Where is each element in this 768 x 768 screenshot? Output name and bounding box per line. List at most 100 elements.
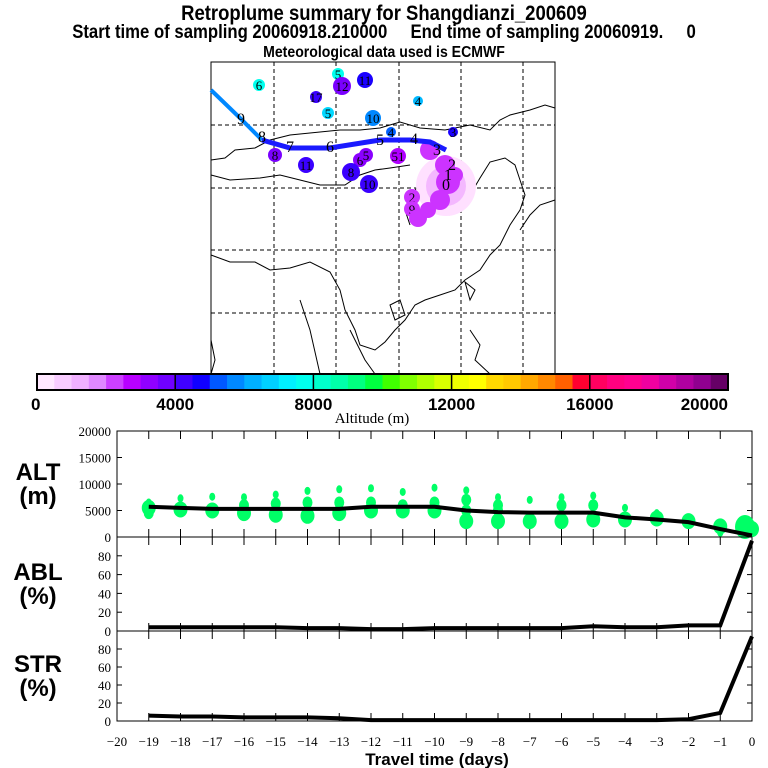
altitude-point xyxy=(526,495,533,504)
colorbar-swatch xyxy=(88,374,107,390)
trajectory-day-label: 4 xyxy=(410,131,418,148)
cluster-label: 6 xyxy=(357,153,364,168)
x-tick-label: −16 xyxy=(234,734,255,749)
altitude-point xyxy=(368,484,374,493)
y-tick-label: 80 xyxy=(98,642,111,657)
x-tick-label: −12 xyxy=(361,734,381,749)
cluster-dot xyxy=(342,163,360,181)
trajectory-day-label: 9 xyxy=(237,111,245,128)
x-tick-label: −14 xyxy=(297,734,318,749)
x-tick-label: 0 xyxy=(749,734,756,749)
altitude-point xyxy=(143,507,154,520)
colorbar-swatch xyxy=(434,374,453,390)
panel-ylabel: (m) xyxy=(19,483,56,510)
colorbar-swatch xyxy=(382,374,401,390)
altitude-point xyxy=(493,499,503,512)
y-tick-label: 40 xyxy=(98,586,111,601)
abl-line xyxy=(148,540,754,632)
x-tick-label: −2 xyxy=(682,734,696,749)
cluster-label: 8 xyxy=(348,165,355,180)
colorbar-tick-label: 4000 xyxy=(156,395,194,414)
panel-frame xyxy=(116,536,753,632)
panel-ylabel: ABL xyxy=(13,559,62,586)
colorbar-swatch xyxy=(54,374,73,390)
x-tick-label: −1 xyxy=(713,734,727,749)
y-tick-label: 5000 xyxy=(85,504,111,519)
panel-ylabel: ALT xyxy=(16,459,61,486)
y-tick-label: 0 xyxy=(105,624,112,639)
cluster-dot xyxy=(298,157,314,173)
cluster-label: 12 xyxy=(336,79,349,94)
colorbar-swatch xyxy=(330,374,349,390)
altitude-point xyxy=(554,513,569,530)
altitude-point xyxy=(177,494,184,503)
sampling-time-subtitle: Start time of sampling 20060918.210000 E… xyxy=(72,22,696,43)
map-gridlines xyxy=(211,62,555,374)
cluster-dot xyxy=(404,189,420,205)
colorbar-tick-label: 12000 xyxy=(428,395,475,414)
met-data-subtitle: Meteorological data used is ECMWF xyxy=(263,44,505,61)
colorbar-tick-label: 0 xyxy=(31,395,40,414)
colorbar-swatch xyxy=(537,374,556,390)
y-tick-label: 40 xyxy=(98,678,111,693)
colorbar-swatch xyxy=(710,374,729,390)
y-tick-label: 20 xyxy=(98,605,111,620)
x-tick-label: −20 xyxy=(107,734,127,749)
cluster-dot xyxy=(357,72,373,88)
map-frame xyxy=(210,61,556,375)
cluster-dot xyxy=(420,202,436,218)
colorbar-swatch xyxy=(641,374,660,390)
cluster-dot xyxy=(360,175,378,193)
x-tick-label: −5 xyxy=(586,734,600,749)
colorbar-swatch xyxy=(37,374,55,390)
y-tick-label: 60 xyxy=(98,568,111,583)
cluster-label: 8 xyxy=(272,148,279,163)
trajectory-line-upper xyxy=(209,88,264,142)
panel-ylabel: (%) xyxy=(19,675,56,702)
x-tick-label: −6 xyxy=(555,734,569,749)
trajectory-day-label: 0 xyxy=(442,177,450,194)
colorbar-swatch xyxy=(399,374,418,390)
colorbar-swatch xyxy=(451,374,470,390)
colorbar-swatch xyxy=(296,374,314,390)
altitude-point xyxy=(270,497,281,510)
trajectory-day-label: 6 xyxy=(326,139,334,156)
colorbar-swatch xyxy=(106,374,124,390)
trajectory-day-label: 8 xyxy=(258,129,266,146)
trajectory-day-label: 1 xyxy=(444,167,452,184)
colorbar-swatch xyxy=(71,374,90,390)
panel-ylabel: (%) xyxy=(19,583,56,610)
panel-str: 0 20 40 60 80 STR(%) xyxy=(14,630,754,729)
altitude-point xyxy=(586,511,601,528)
colorbar-swatch xyxy=(607,374,625,390)
cluster-dot xyxy=(448,127,458,137)
cluster-dot xyxy=(386,127,396,137)
colorbar-swatch xyxy=(157,374,176,390)
panel-abl: 0 20 40 60 80 ABL(%) xyxy=(13,536,754,639)
altitude-point xyxy=(300,507,315,524)
y-tick-label: 20 xyxy=(98,696,111,711)
cluster-dot xyxy=(447,167,463,183)
colorbar-swatch xyxy=(347,374,366,390)
time-series-panels: 05000100001500020000ALT(m)020406080ABL(%… xyxy=(13,424,759,749)
cluster-dot xyxy=(359,148,373,162)
cluster-dot xyxy=(310,91,322,103)
colorbar-swatch xyxy=(244,374,263,390)
y-tick-label: 10000 xyxy=(79,477,112,492)
panel-frame xyxy=(116,630,753,722)
altitude-point xyxy=(145,498,152,507)
chart-title: Retroplume summary for Shangdianzi_20060… xyxy=(181,2,587,25)
x-tick-label: −3 xyxy=(650,734,664,749)
altitude-point xyxy=(272,490,279,499)
colorbar-swatch xyxy=(520,374,539,390)
cluster-dot xyxy=(253,79,265,91)
trajectory-day-label: 5 xyxy=(376,132,384,149)
altitude-point xyxy=(209,492,216,501)
y-tick-label: 15000 xyxy=(79,451,112,466)
cluster-label: 11 xyxy=(359,73,372,88)
colorbar-swatch xyxy=(589,374,608,390)
colorbar-swatch xyxy=(209,374,228,390)
colorbar-swatch xyxy=(140,374,159,390)
